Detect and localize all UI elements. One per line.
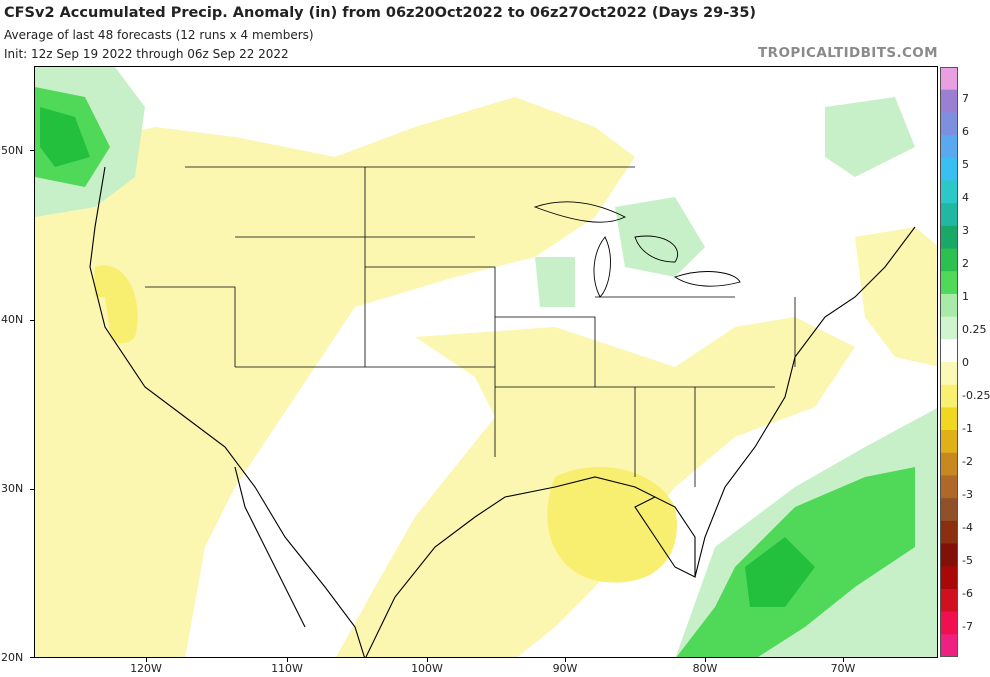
colorbar-band	[940, 180, 958, 204]
colorbar-label: 3	[962, 224, 969, 237]
lat-label-20n: 20N	[1, 651, 24, 664]
colorbar-label: 5	[962, 158, 969, 171]
lon-tick	[705, 658, 706, 662]
lon-tick	[427, 658, 428, 662]
state-borders	[145, 166, 796, 487]
colorbar-band	[940, 112, 958, 136]
colorbar-label: -5	[962, 554, 973, 567]
colorbar-label: 6	[962, 125, 969, 138]
wet-anomaly-strong-shading	[40, 107, 815, 607]
lat-tick	[30, 150, 34, 151]
colorbar-band	[940, 611, 958, 635]
colorbar-label: -0.25	[962, 389, 990, 402]
colorbar-label: 2	[962, 257, 969, 270]
colorbar-band	[940, 225, 958, 250]
lat-tick	[30, 320, 34, 321]
colorbar-band	[940, 475, 958, 499]
lon-label-90w: 90W	[552, 662, 578, 675]
lon-tick	[146, 658, 147, 662]
colorbar-band	[940, 543, 958, 567]
colorbar-band	[940, 339, 958, 363]
dry-anomaly-shading	[65, 265, 677, 583]
colorbar-label: 4	[962, 191, 969, 204]
colorbar-band	[940, 498, 958, 522]
colorbar-band	[940, 67, 958, 91]
colorbar-band	[940, 362, 958, 386]
lon-label-110w: 110W	[271, 662, 303, 675]
colorbar-band	[940, 316, 958, 340]
colorbar-band	[940, 520, 958, 545]
colorbar-label: -4	[962, 521, 973, 534]
lat-tick	[30, 489, 34, 490]
colorbar-band	[940, 293, 958, 318]
lat-label-50n: 50N	[1, 144, 24, 157]
lon-label-70w: 70W	[830, 662, 856, 675]
lat-label-40n: 40N	[1, 313, 24, 326]
colorbar-band	[940, 89, 958, 113]
chart-title: CFSv2 Accumulated Precip. Anomaly (in) f…	[4, 5, 757, 21]
colorbar	[940, 67, 958, 657]
colorbar-band	[940, 407, 958, 431]
colorbar-frame	[940, 67, 958, 657]
colorbar-label: -7	[962, 620, 973, 633]
colorbar-band	[940, 203, 958, 227]
colorbar-label: -3	[962, 488, 973, 501]
colorbar-band	[940, 588, 958, 613]
colorbar-band	[940, 248, 958, 272]
colorbar-label: -6	[962, 587, 973, 600]
lat-label-30n: 30N	[1, 482, 24, 495]
colorbar-label: 7	[962, 92, 969, 105]
chart-subtitle-forecasts: Average of last 48 forecasts (12 runs x …	[4, 28, 314, 42]
colorbar-label: 0.25	[962, 323, 987, 336]
great-lakes	[533, 201, 741, 298]
colorbar-band	[940, 271, 958, 295]
lon-tick	[287, 658, 288, 662]
lon-tick	[843, 658, 844, 662]
colorbar-band	[940, 430, 958, 454]
lon-label-120w: 120W	[130, 662, 162, 675]
colorbar-label: 1	[962, 290, 969, 303]
colorbar-band	[940, 566, 958, 590]
colorbar-label: -1	[962, 422, 973, 435]
colorbar-band	[940, 452, 958, 476]
map-canvas	[35, 67, 937, 657]
chart-subtitle-init: Init: 12z Sep 19 2022 through 06z Sep 22…	[4, 47, 289, 61]
colorbar-label: 0	[962, 356, 969, 369]
colorbar-band	[940, 634, 958, 657]
coastlines	[89, 166, 916, 657]
colorbar-label: -2	[962, 455, 973, 468]
lon-label-100w: 100W	[411, 662, 443, 675]
lon-tick	[565, 658, 566, 662]
brand-watermark: TROPICALTIDBITS.COM	[758, 45, 938, 61]
colorbar-band	[940, 384, 958, 408]
lon-label-80w: 80W	[692, 662, 718, 675]
precip-anomaly-map	[34, 66, 938, 658]
lat-tick	[30, 657, 34, 658]
colorbar-band	[940, 157, 958, 181]
colorbar-band	[940, 135, 958, 159]
